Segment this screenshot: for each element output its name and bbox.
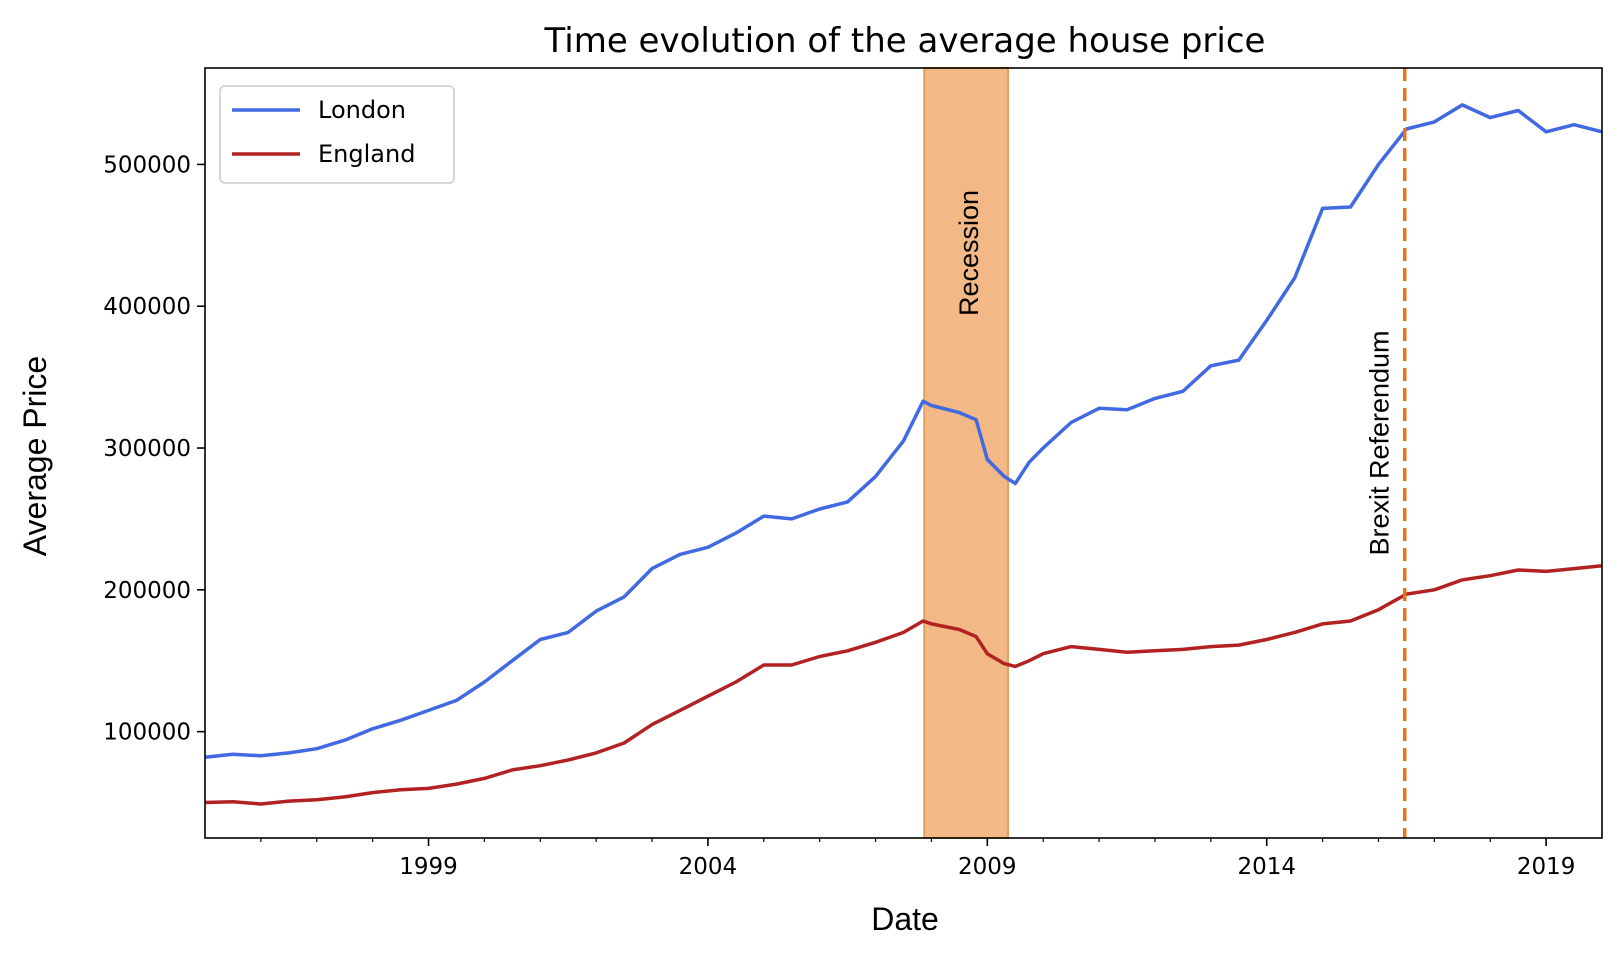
x-tick-label: 1999	[399, 854, 458, 880]
y-tick-label: 500000	[103, 152, 191, 178]
chart-title: Time evolution of the average house pric…	[544, 21, 1266, 61]
x-tick-label: 2004	[679, 854, 738, 880]
y-tick-label: 300000	[103, 436, 191, 462]
recession-label: Recession	[954, 190, 984, 316]
y-axis-label: Average Price	[17, 356, 53, 556]
x-axis-label: Date	[871, 901, 939, 937]
recession-span	[923, 67, 1009, 839]
legend: London England	[219, 85, 455, 184]
series-line-england	[204, 563, 1603, 806]
y-tick-label: 400000	[103, 294, 191, 320]
legend-label-england: England	[318, 140, 415, 168]
series-line-london	[204, 103, 1603, 759]
axes-frame	[204, 67, 1603, 839]
y-tick-label: 200000	[103, 578, 191, 604]
brexit-referendum-label: Brexit Referendum	[1365, 330, 1395, 555]
x-tick-label: 2019	[1517, 854, 1576, 880]
y-tick-label: 100000	[103, 720, 191, 746]
x-tick-label: 2014	[1237, 854, 1296, 880]
x-tick-label: 2009	[958, 854, 1017, 880]
plot-area: Recession Brexit Referendum 1999 2004 2009 20…	[103, 67, 1603, 880]
legend-label-london: London	[318, 96, 406, 124]
